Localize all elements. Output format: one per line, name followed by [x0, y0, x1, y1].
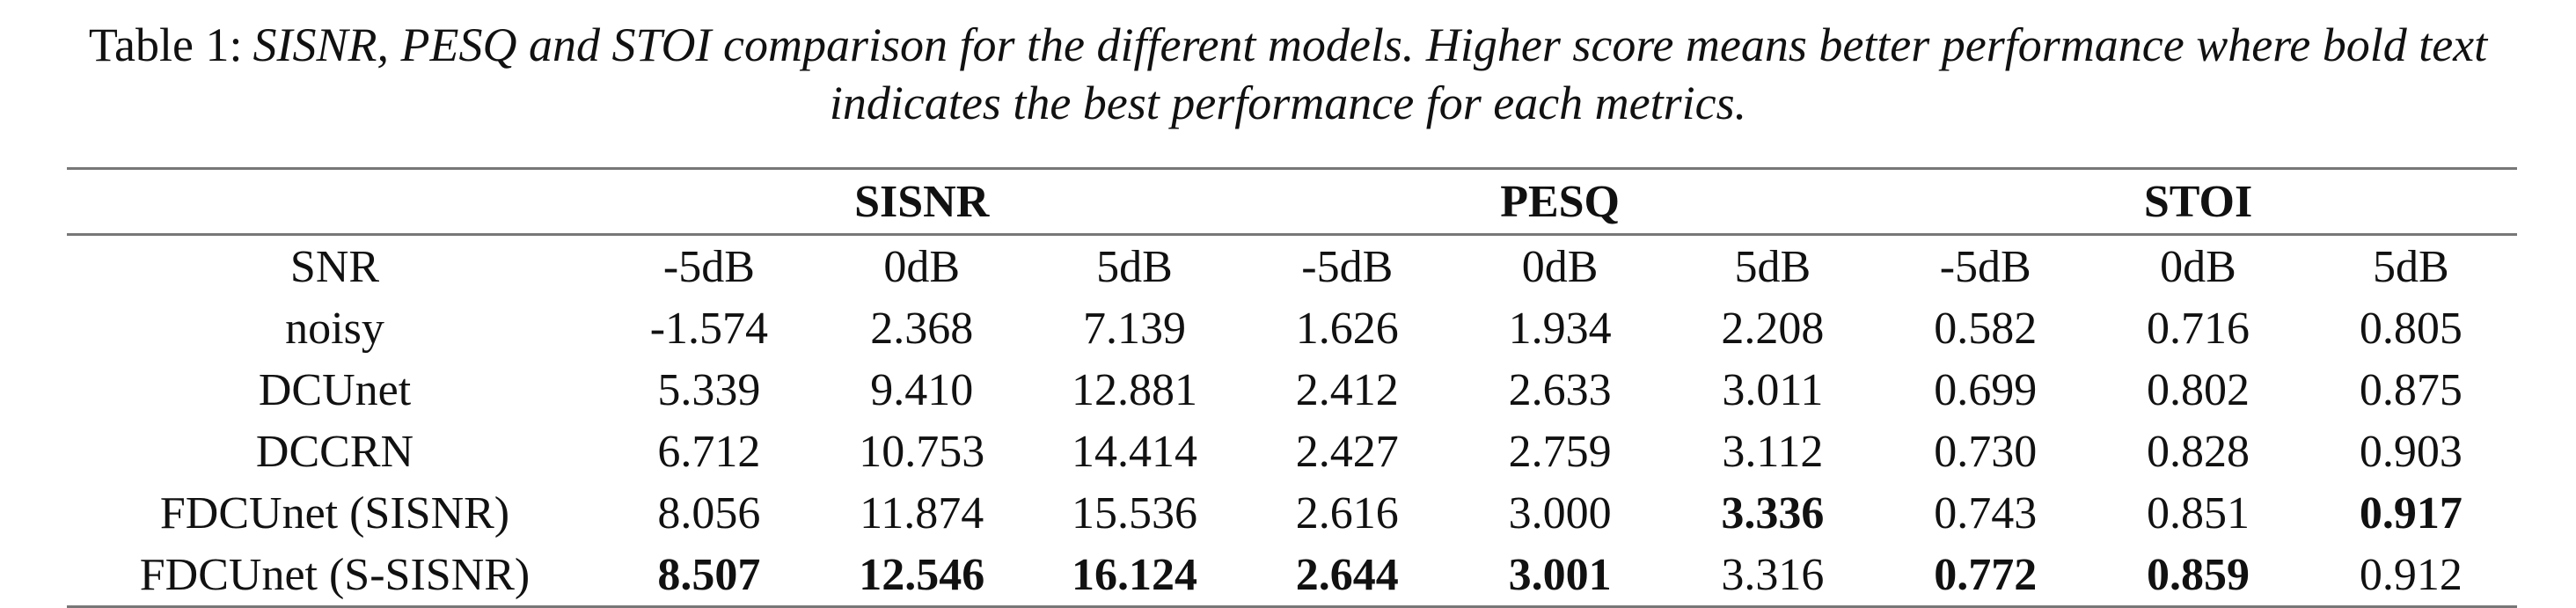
- table-cell: 2.427: [1295, 426, 1399, 477]
- group-header: STOI: [2143, 176, 2253, 227]
- data-row: FDCUnet (SISNR) 8.056 11.874 15.536 2.616 3.0…: [67, 482, 2517, 544]
- table-cell: 8.507: [657, 549, 761, 600]
- table-cell: 2.633: [1508, 364, 1612, 415]
- table-cell: 0.699: [1934, 364, 2038, 415]
- results-table: SISNR PESQ STOI SNR -5dB 0dB 5dB -5dB 0dB 5dB -5dB…: [67, 167, 2518, 608]
- table-cell: -1.574: [649, 303, 769, 354]
- empty-cell: [67, 169, 603, 235]
- table-cell: 11.874: [860, 487, 984, 538]
- table-cell: 5.339: [657, 364, 761, 415]
- group-header-row: SISNR PESQ STOI: [67, 168, 2518, 235]
- header-row: SNR -5dB 0dB 5dB -5dB 0dB 5dB -5dB 0dB 5dB: [67, 235, 2517, 298]
- table-caption: Table 1: SISNR, PESQ and STOI comparison …: [35, 16, 2541, 132]
- data-row: FDCUnet (S-SISNR) 8.507 12.546 16.124 2.644 3…: [67, 544, 2518, 607]
- caption-label: Table 1:: [88, 18, 243, 71]
- table-cell: 9.410: [870, 364, 974, 415]
- header-cell: 0dB: [883, 241, 961, 292]
- table-cell: 3.336: [1721, 487, 1825, 538]
- table-cell: 0.859: [2147, 549, 2250, 600]
- table-cell: 0.912: [2359, 549, 2463, 600]
- table-cell: 0.582: [1934, 303, 2038, 354]
- data-row: noisy -1.574 2.368 7.139 1.626 1.934 2.208 0.58…: [67, 297, 2517, 359]
- table-cell: 2.368: [870, 303, 974, 354]
- table-cell: 3.000: [1508, 487, 1612, 538]
- table-cell: 0.903: [2359, 426, 2463, 477]
- table-cell: 0.917: [2359, 487, 2463, 538]
- row-label: DCUnet: [258, 364, 412, 415]
- group-header: SISNR: [854, 176, 990, 227]
- data-row: DCUnet 5.339 9.410 12.881 2.412 2.633 3.011 0.6…: [67, 359, 2517, 421]
- table-cell: 0.828: [2147, 426, 2250, 477]
- caption-text: SISNR, PESQ and STOI comparison for the …: [252, 18, 2488, 129]
- table-cell: 3.316: [1721, 549, 1825, 600]
- table-cell: 10.753: [859, 426, 985, 477]
- header-cell: 5dB: [1096, 241, 1173, 292]
- table-cell: 1.626: [1295, 303, 1399, 354]
- group-header: PESQ: [1500, 176, 1621, 227]
- header-cell: 5dB: [2372, 241, 2449, 292]
- table-cell: 0.851: [2147, 487, 2250, 538]
- row-label: DCCRN: [255, 426, 414, 477]
- table-cell: 12.546: [859, 549, 985, 600]
- table-cell: 0.805: [2359, 303, 2463, 354]
- table-cell: 2.616: [1295, 487, 1399, 538]
- header-cell: 0dB: [2160, 241, 2236, 292]
- header-cell: SNR: [289, 241, 380, 292]
- table-cell: 1.934: [1508, 303, 1612, 354]
- table-cell: 2.412: [1295, 364, 1399, 415]
- table-cell: 0.772: [1934, 549, 2038, 600]
- header-cell: 0dB: [1521, 241, 1599, 292]
- table-cell: 16.124: [1071, 549, 1197, 600]
- table-cell: 2.208: [1721, 303, 1825, 354]
- table-cell: 3.112: [1722, 426, 1824, 477]
- row-label: FDCUnet (S-SISNR): [139, 549, 531, 600]
- table-cell: 12.881: [1071, 364, 1197, 415]
- row-label: noisy: [285, 303, 384, 354]
- table-cell: 14.414: [1071, 426, 1197, 477]
- table-cell: 0.730: [1934, 426, 2038, 477]
- table-cell: 3.011: [1722, 364, 1824, 415]
- table-cell: 6.712: [657, 426, 761, 477]
- table-cell: 15.536: [1071, 487, 1197, 538]
- table-cell: 2.644: [1295, 549, 1399, 600]
- table-cell: 0.802: [2147, 364, 2250, 415]
- header-cell: -5dB: [662, 241, 755, 292]
- header-cell: 5dB: [1734, 241, 1811, 292]
- data-row: DCCRN 6.712 10.753 14.414 2.427 2.759 3.112 0.7…: [67, 421, 2517, 482]
- table-cell: 7.139: [1082, 303, 1186, 354]
- header-cell: -5dB: [1301, 241, 1394, 292]
- table-cell: 3.001: [1508, 549, 1612, 600]
- header-cell: -5dB: [1939, 241, 2031, 292]
- row-label: FDCUnet (SISNR): [159, 487, 510, 538]
- table-cell: 0.716: [2147, 303, 2250, 354]
- table-cell: 8.056: [657, 487, 761, 538]
- table-cell: 0.875: [2359, 364, 2463, 415]
- table-cell: 0.743: [1934, 487, 2038, 538]
- table-cell: 2.759: [1508, 426, 1612, 477]
